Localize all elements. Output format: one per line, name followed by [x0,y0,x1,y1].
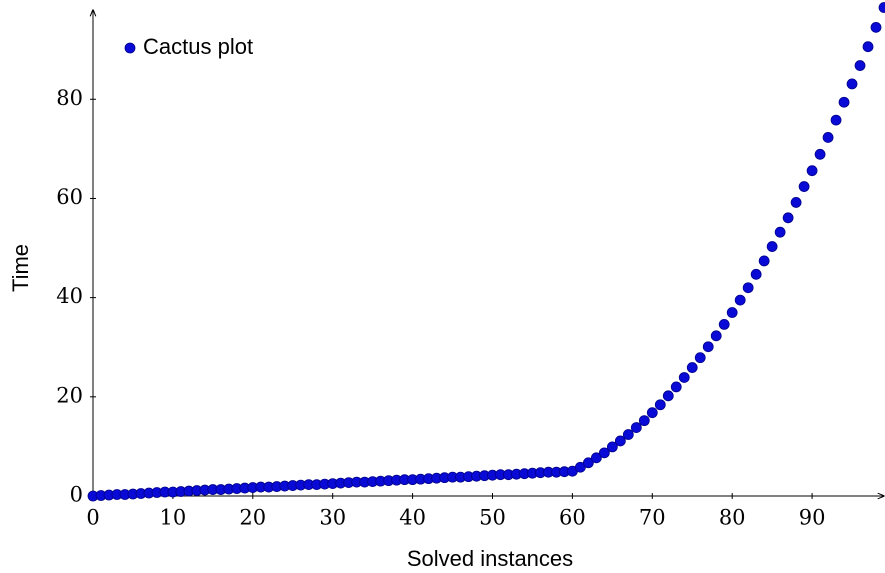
x-tick-label: 60 [559,506,586,530]
x-tick-label: 30 [319,506,346,530]
point [590,452,602,464]
point [766,241,778,252]
point [710,330,722,342]
point [654,399,666,411]
x-tick-label: 50 [479,506,506,530]
point [838,96,850,108]
point [750,268,762,280]
point [598,447,610,459]
point [670,381,682,393]
point [742,282,754,294]
point [822,132,834,143]
point [606,441,618,453]
point [862,41,874,53]
legend-marker [124,42,136,54]
point [726,307,738,318]
point [646,407,658,419]
point [774,226,786,238]
y-tick-label: 40 [56,284,83,308]
point [718,319,730,330]
point [662,390,674,402]
point [870,21,882,33]
point [798,181,810,192]
point [830,114,842,126]
point [686,362,698,373]
point [846,78,858,90]
point [806,165,818,177]
point [614,435,626,447]
y-tick-label: 0 [70,483,83,507]
point [638,415,650,427]
x-tick-label: 70 [639,506,666,530]
point [782,212,794,224]
point [814,148,826,160]
x-tick-label: 20 [239,506,266,530]
point [734,294,746,306]
point [694,352,706,364]
legend-label: Cactus plot [143,34,253,59]
y-tick-label: 20 [56,383,83,407]
x-axis-label: Solved instances [407,546,573,571]
point [854,60,866,71]
point [758,255,770,267]
x-tick-label: 90 [799,506,826,530]
point [790,197,802,208]
point [878,2,885,13]
point [622,429,634,440]
point [678,372,690,383]
x-tick-label: 80 [719,506,746,530]
point [702,341,714,353]
point [630,422,642,433]
x-tick-label: 0 [86,506,99,530]
y-tick-label: 80 [56,86,83,110]
y-tick-label: 60 [56,185,83,209]
x-tick-label: 40 [399,506,426,530]
point [582,457,594,469]
x-tick-label: 10 [160,506,187,530]
y-axis-label: Time [8,244,33,292]
